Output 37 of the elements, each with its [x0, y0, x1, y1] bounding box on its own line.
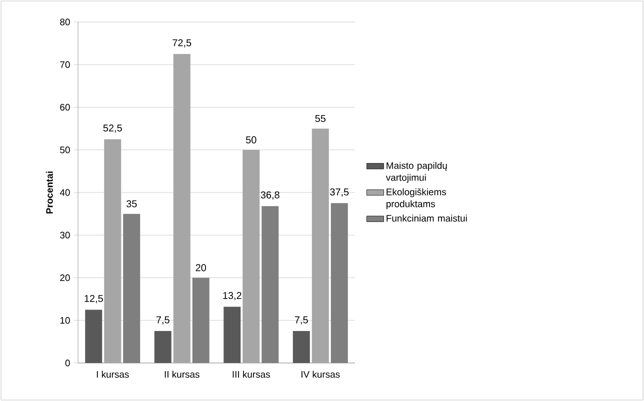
y-axis-title: Procentai [46, 172, 53, 214]
data-label: 72,5 [172, 39, 192, 48]
data-label: 20 [196, 264, 206, 272]
y-tick-label: 10 [60, 317, 70, 324]
x-tick-label: I kursas [96, 370, 129, 378]
x-tick-label: IV kursas [302, 370, 340, 378]
data-label: 50 [246, 136, 256, 144]
y-tick-label: 40 [60, 189, 70, 196]
data-label: 7,5 [156, 316, 170, 325]
bar [242, 150, 260, 363]
bar [154, 331, 172, 363]
data-label: 55 [315, 115, 326, 122]
data-label: 7,5 [294, 316, 308, 325]
bar [224, 306, 241, 363]
y-tick-label: 60 [60, 104, 70, 111]
legend-label: Maisto papildų vartojimui [386, 162, 447, 183]
data-label: 37,5 [330, 188, 349, 197]
y-tick-label: 70 [60, 61, 70, 68]
y-tick-label: 80 [60, 18, 70, 26]
bar [312, 128, 329, 363]
y-tick-label: 30 [60, 232, 70, 238]
legend-label: Funkciniam maistui [386, 214, 467, 222]
x-tick-label: II kursas [164, 370, 200, 378]
data-label: 12,5 [84, 294, 103, 304]
data-label: 13,2 [223, 292, 242, 300]
x-tick-label: III kursas [232, 370, 270, 378]
bar [104, 139, 122, 363]
data-label: 35 [126, 200, 137, 208]
bar [292, 331, 310, 363]
y-tick-label: 20 [60, 274, 70, 282]
data-label: 36,8 [260, 191, 280, 200]
bar [173, 54, 190, 363]
legend-label: Ekologiškiems produktams [386, 188, 446, 210]
y-tick-label: 50 [60, 146, 70, 154]
bar [85, 310, 102, 363]
y-tick-label: 0 [65, 360, 70, 366]
data-label: 52,5 [103, 124, 122, 133]
